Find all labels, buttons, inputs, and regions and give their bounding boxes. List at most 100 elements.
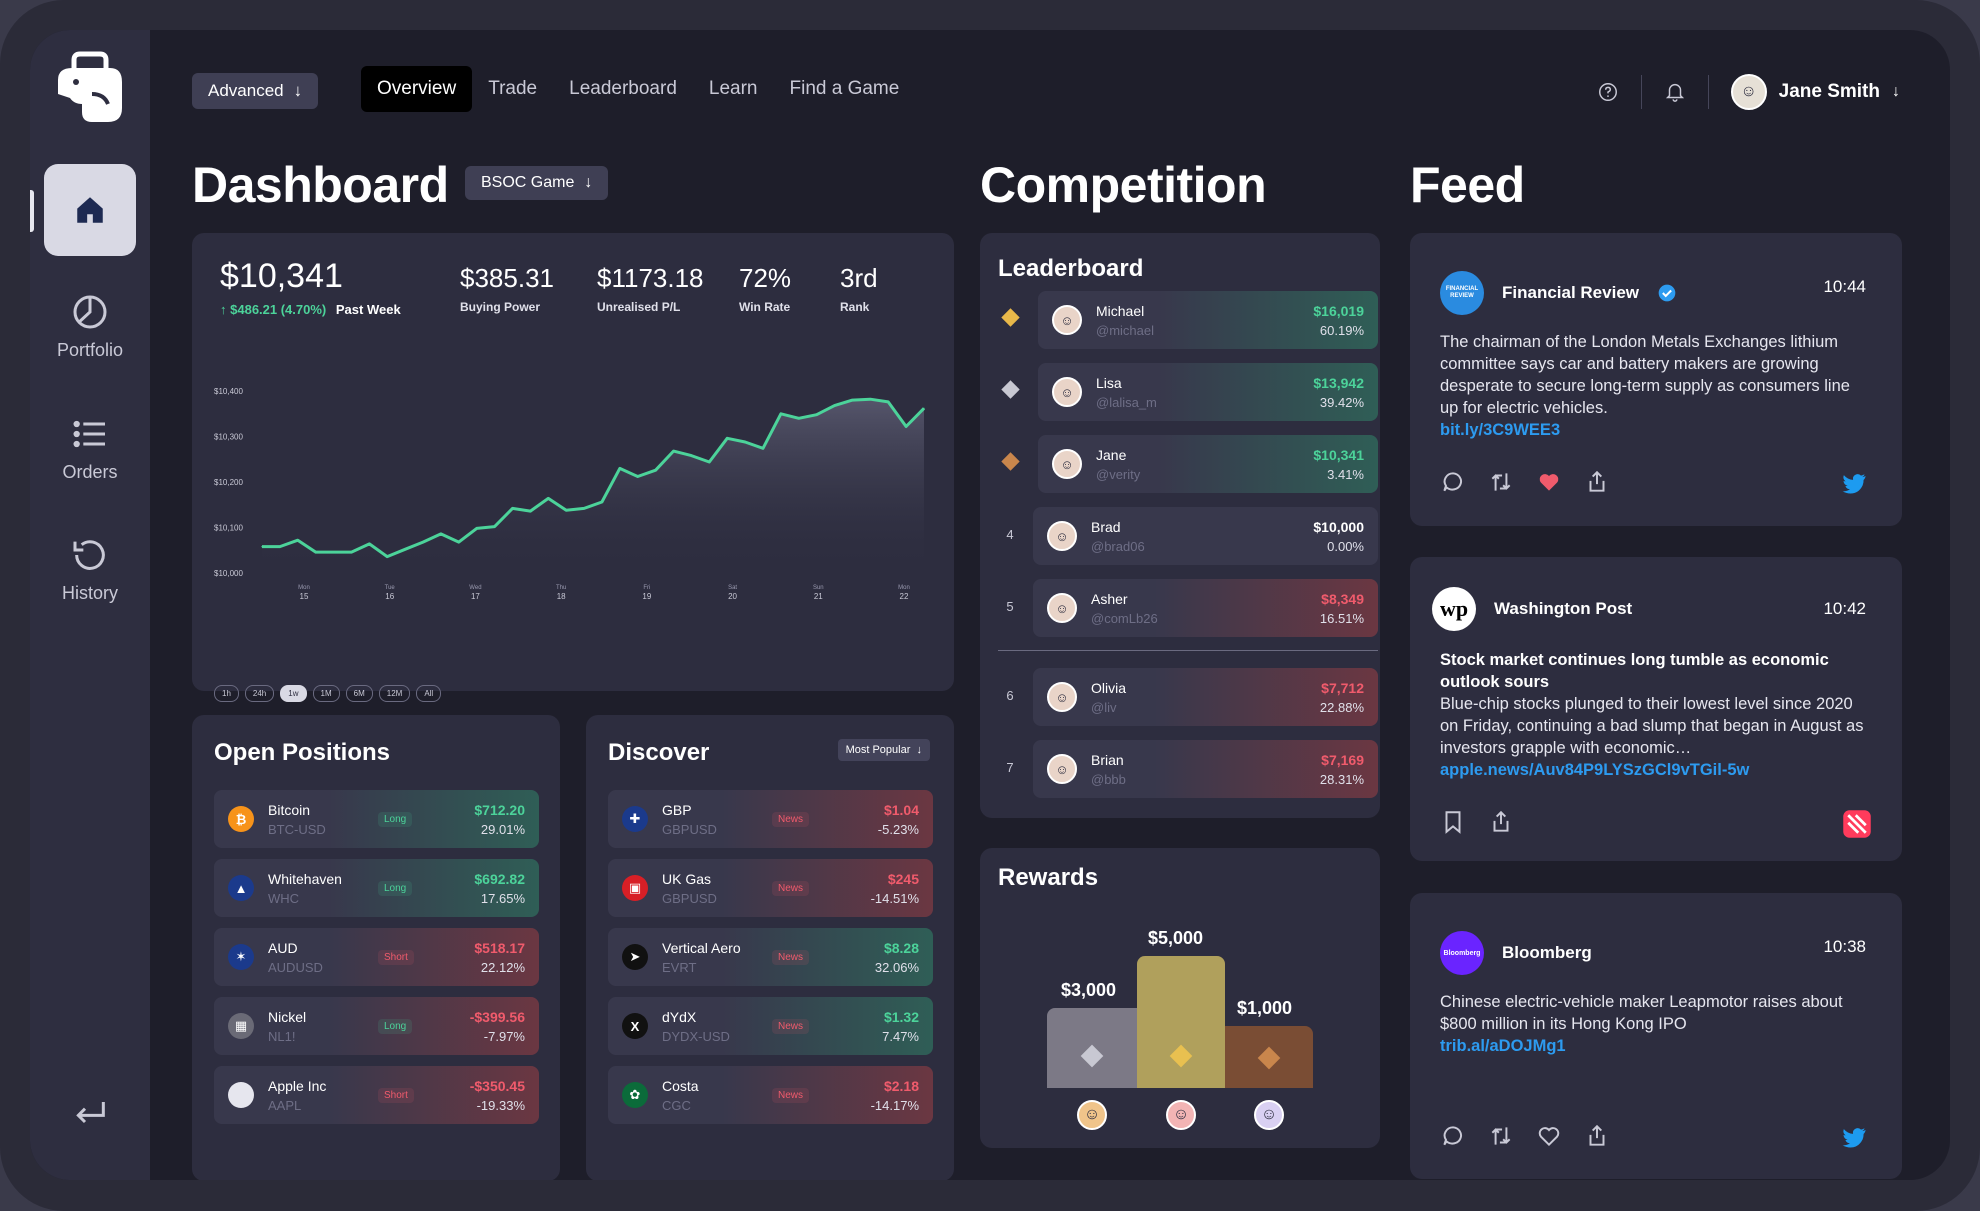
sidebar-item-history[interactable]: History — [30, 535, 150, 604]
chart-point — [422, 541, 424, 543]
sidebar-item-orders[interactable]: Orders — [30, 414, 150, 483]
comment-icon[interactable] — [1440, 469, 1466, 495]
retweet-icon[interactable] — [1488, 1123, 1514, 1149]
twitter-icon[interactable] — [1840, 1123, 1868, 1151]
win-rate-stat: 72% Win Rate — [739, 263, 791, 314]
chart-point — [493, 525, 496, 528]
logout-icon[interactable] — [70, 1092, 110, 1132]
bell-icon[interactable] — [1664, 81, 1686, 103]
news-tag[interactable]: News — [772, 1087, 810, 1103]
chart-point — [583, 507, 585, 509]
leaderboard-row[interactable]: ☺ Lisa @lalisa_m $13,942 39.42% — [1038, 363, 1378, 421]
app-logo[interactable] — [52, 50, 128, 126]
player-title: Brian — [1091, 751, 1124, 768]
chart-point — [332, 551, 335, 553]
discover-row[interactable]: ✚ GBP GBPUSD News $1.04 -5.23% — [608, 790, 933, 848]
podium-first — [1137, 956, 1225, 1088]
news-tag[interactable]: News — [772, 949, 810, 965]
chart-point — [350, 551, 353, 553]
position-row[interactable]: ▲ Whitehaven WHC Long $692.82 17.65% — [214, 859, 539, 917]
position-row[interactable]: ✶ AUD AUDUSD Short $518.17 22.12% — [214, 928, 539, 986]
avatar[interactable]: ☺ — [1166, 1100, 1196, 1130]
value-amount: $13,942 — [1313, 374, 1364, 391]
discover-card: Discover Most Popular ↓ ✚ GBP GBPUSD News $1… — [586, 715, 954, 1180]
bloomberg-logo: Bloomberg — [1440, 931, 1484, 975]
sort-dropdown[interactable]: Most Popular ↓ — [837, 739, 930, 761]
range-all[interactable]: All — [416, 685, 442, 702]
post-time: 10:38 — [1823, 937, 1866, 956]
twitter-icon[interactable] — [1840, 469, 1868, 497]
range-1m[interactable]: 1M — [312, 685, 340, 702]
position-row[interactable]: ▦ Nickel NL1! Long -$399.56 -7.97% — [214, 997, 539, 1055]
discover-row[interactable]: ➤ Vertical Aero EVRT News $8.28 32.06% — [608, 928, 933, 986]
help-icon[interactable] — [1597, 81, 1619, 103]
heart-icon[interactable] — [1536, 1123, 1562, 1149]
asset-name: GBP GBPUSD — [662, 802, 772, 837]
value-amount: $8.28 — [883, 939, 919, 956]
value-percent: 22.12% — [480, 959, 525, 975]
value-percent: 32.06% — [874, 959, 919, 975]
feed-post[interactable]: Bloomberg Bloomberg 10:38 Chinese electr… — [1410, 893, 1902, 1179]
tab-find-a-game[interactable]: Find a Game — [789, 78, 900, 99]
chart-point — [547, 497, 549, 499]
card-title: Rewards — [998, 864, 1099, 891]
asset-name: dYdX DYDX-USD — [662, 1009, 772, 1044]
retweet-icon[interactable] — [1488, 469, 1514, 495]
asset-title: Bitcoin — [268, 801, 311, 818]
leaderboard-row[interactable]: ☺ Jane @verity $10,341 3.41% — [1038, 435, 1378, 493]
leaderboard-row[interactable]: ☺ Brian @bbb $7,169 28.31% — [1033, 740, 1378, 798]
range-24h[interactable]: 24h — [244, 685, 275, 702]
range-12m[interactable]: 12M — [378, 685, 411, 702]
position-row[interactable]: Apple Inc AAPL Short -$350.45 -19.33% — [214, 1066, 539, 1124]
post-link[interactable]: trib.al/aDOJMg1 — [1440, 1037, 1566, 1055]
avatar[interactable]: ☺ — [1077, 1100, 1107, 1130]
tab-trade[interactable]: Trade — [488, 78, 538, 99]
tab-learn[interactable]: Learn — [708, 78, 758, 99]
share-icon[interactable] — [1584, 469, 1610, 495]
range-6m[interactable]: 6M — [345, 685, 373, 702]
arrow-down-icon: ↓ — [1892, 83, 1900, 100]
range-1h[interactable]: 1h — [214, 685, 239, 702]
news-tag[interactable]: News — [772, 880, 810, 896]
share-icon[interactable] — [1584, 1123, 1610, 1149]
feed-post[interactable]: FINANCIAL REVIEW Financial Review 10:44 … — [1410, 233, 1902, 526]
card-title: Discover — [608, 739, 710, 766]
feed-post[interactable]: wp Washington Post 10:42 Stock market co… — [1410, 557, 1902, 861]
x-tick-date: 20 — [728, 592, 737, 601]
post-link[interactable]: apple.news/Auv84P9LYSzGCl9vTGil-5w — [1440, 761, 1750, 779]
tab-leaderboard[interactable]: Leaderboard — [569, 78, 677, 99]
bookmark-icon[interactable] — [1440, 809, 1466, 835]
x-tick-date: 22 — [900, 592, 909, 601]
heart-icon[interactable] — [1536, 469, 1562, 495]
asset-name: Costa CGC — [662, 1078, 772, 1113]
post-body: Stock market continues long tumble as ec… — [1440, 649, 1868, 781]
sidebar-item-home[interactable] — [44, 164, 136, 256]
leaderboard-row[interactable]: ☺ Brad @brad06 $10,000 0.00% — [1033, 507, 1378, 565]
chart-area — [262, 399, 924, 573]
news-tag[interactable]: News — [772, 1018, 810, 1034]
leaderboard-row[interactable]: ☺ Michael @michael $16,019 60.19% — [1038, 291, 1378, 349]
news-tag[interactable]: News — [772, 811, 810, 827]
share-icon[interactable] — [1488, 809, 1514, 835]
discover-row[interactable]: ▣ UK Gas GBPUSD News $245 -14.51% — [608, 859, 933, 917]
avatar[interactable]: ☺ — [1254, 1100, 1284, 1130]
position-row[interactable]: ₿ Bitcoin BTC-USD Long $712.20 29.01% — [214, 790, 539, 848]
discover-row[interactable]: ✿ Costa CGC News $2.18 -14.17% — [608, 1066, 933, 1124]
mode-dropdown[interactable]: Advanced ↓ — [192, 73, 319, 109]
user-menu[interactable]: ☺ Jane Smith ↓ — [1730, 74, 1900, 110]
sidebar-item-portfolio[interactable]: Portfolio — [30, 292, 150, 361]
leaderboard-row[interactable]: ☺ Asher @comLb26 $8,349 16.51% — [1033, 579, 1378, 637]
x-tick-date: 19 — [642, 592, 651, 601]
comment-icon[interactable] — [1440, 1123, 1466, 1149]
price-chart[interactable]: $10,400$10,300$10,200$10,100$10,000Mon15… — [212, 383, 932, 613]
game-dropdown[interactable]: BSOC Game ↓ — [465, 166, 609, 200]
player-handle: @brad06 — [1091, 538, 1145, 554]
range-1w[interactable]: 1w — [280, 685, 307, 702]
apple-news-icon[interactable] — [1842, 809, 1872, 839]
leaderboard-row[interactable]: ☺ Olivia @liv $7,712 22.88% — [1033, 668, 1378, 726]
post-link[interactable]: bit.ly/3C9WEE3 — [1440, 421, 1561, 439]
tab-overview[interactable]: Overview — [361, 66, 473, 112]
player-name: Jane @verity — [1096, 447, 1206, 482]
